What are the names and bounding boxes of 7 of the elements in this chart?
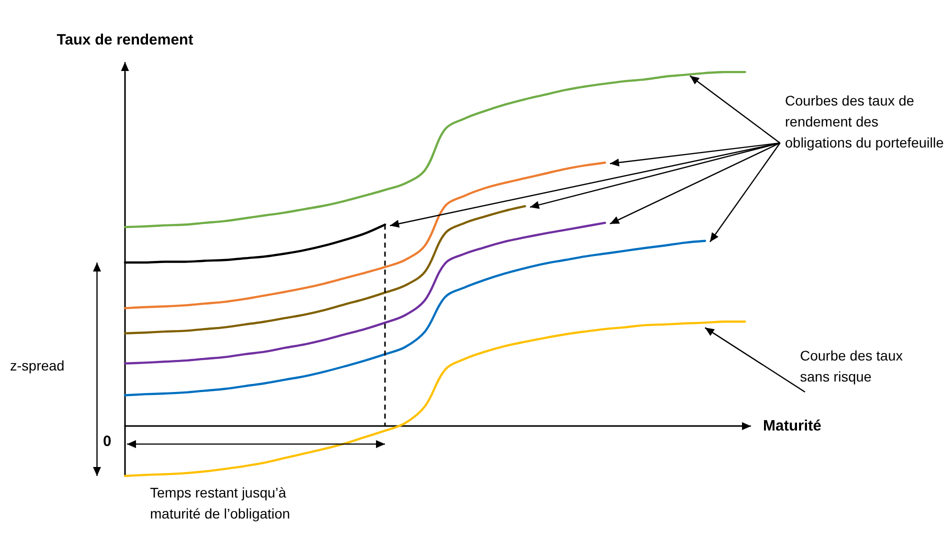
y-axis-title: Taux de rendement — [56, 32, 194, 48]
text: z-spread — [10, 358, 64, 374]
text: Courbe des taux sans risque — [800, 348, 907, 384]
x-axis-title: Maturité — [763, 418, 822, 435]
text: Courbes des taux de rendement des obligations du portefeuille — [785, 92, 944, 150]
text: 0 — [103, 433, 112, 450]
text: Temps restant jusqu’à maturité de l’obligation — [150, 484, 290, 522]
